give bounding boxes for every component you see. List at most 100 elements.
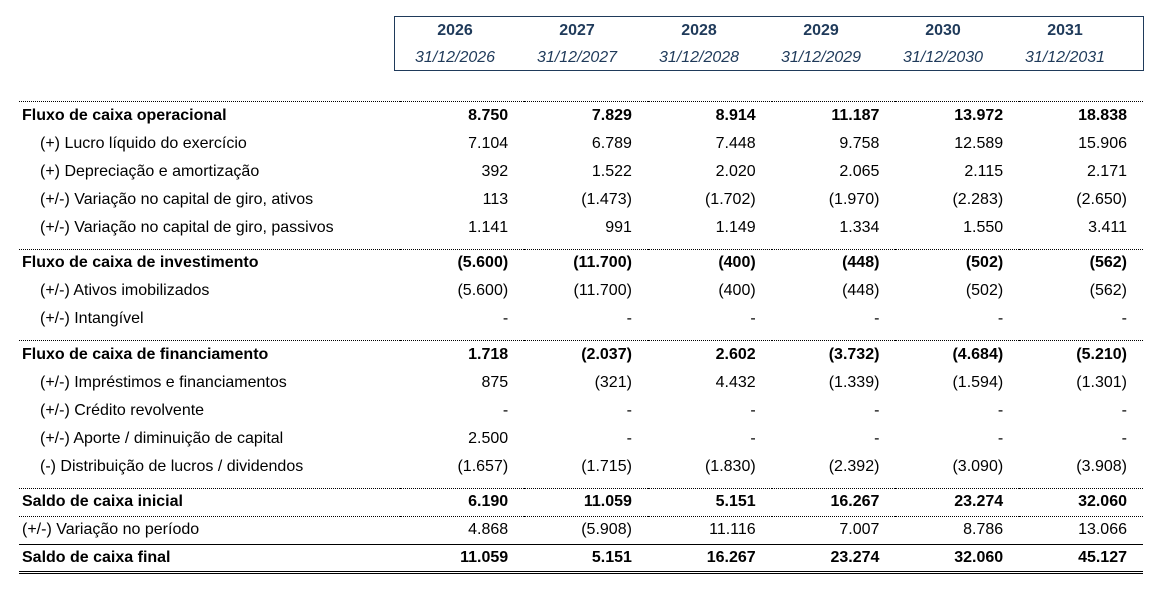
value-cell: 11.059 <box>400 543 525 574</box>
value-cell: 2.602 <box>647 340 772 369</box>
value-cell: - <box>626 401 632 419</box>
row-label: (+/-) Variação no período <box>19 515 401 544</box>
value-cell: 991 <box>605 218 632 236</box>
value-cell: (3.090) <box>952 457 1004 475</box>
value-cell: - <box>874 401 880 419</box>
value-cell: - <box>626 310 632 327</box>
value-cell: (400) <box>647 248 772 277</box>
row-financing-cash-flow: Fluxo de caixa de financiamento 1.718 (2.0… <box>19 340 1143 369</box>
value-cell: 8.914 <box>647 101 772 130</box>
value-cell: - <box>502 310 509 327</box>
value-cell: 113 <box>482 190 509 208</box>
value-cell: (448) <box>842 282 880 299</box>
value-cell: 13.972 <box>895 101 1020 130</box>
value-cell: 4.868 <box>400 515 525 544</box>
year-header-2026: 2026 <box>437 22 473 39</box>
value-cell: 11.059 <box>524 487 648 516</box>
value-cell: 1.149 <box>715 218 756 236</box>
value-cell: 1.334 <box>839 218 880 236</box>
value-cell: 11.187 <box>771 101 896 130</box>
value-cell: 7.104 <box>468 134 509 152</box>
row-label: (+/-) Intangível <box>40 310 144 327</box>
value-cell: - <box>1121 401 1127 419</box>
row-period-change: (+/-) Variação no período 4.868 (5.908) 11.… <box>19 515 1143 544</box>
value-cell: 5.151 <box>524 543 648 574</box>
year-header-2029: 2029 <box>803 22 839 39</box>
value-cell: - <box>874 310 880 327</box>
row-label: (+/-) Aporte / diminuição de capital <box>40 429 284 447</box>
value-cell: (1.594) <box>952 373 1004 391</box>
value-cell: (5.600) <box>400 248 525 277</box>
value-cell: (11.700) <box>573 282 632 299</box>
value-cell: 45.127 <box>1019 543 1143 574</box>
value-cell: 1.550 <box>963 218 1004 236</box>
value-cell: (3.732) <box>771 340 896 369</box>
row-closing-balance: Saldo de caixa final 11.059 5.151 16.267 23.… <box>19 543 1143 574</box>
value-cell: (5.210) <box>1019 340 1143 369</box>
value-cell: 15.906 <box>1078 134 1127 152</box>
row-label: (-) Distribuição de lucros / dividendos <box>40 457 304 475</box>
row-label: Fluxo de caixa de financiamento <box>19 340 401 369</box>
value-cell: (5.600) <box>457 282 509 299</box>
row-label: (+/-) Variação no capital de giro, ativo… <box>40 190 314 208</box>
row-net-income: (+) Lucro líquido do exercício 7.104 6.789… <box>19 130 1143 158</box>
value-cell: (5.908) <box>524 515 648 544</box>
value-cell: 1.718 <box>400 340 525 369</box>
value-cell: - <box>626 429 632 447</box>
value-cell: - <box>997 310 1004 327</box>
value-cell: 23.274 <box>895 487 1020 516</box>
date-header-2027: 31/12/2027 <box>536 49 618 66</box>
value-cell: 23.274 <box>771 543 896 574</box>
value-cell: 16.267 <box>771 487 896 516</box>
value-cell: 2.500 <box>468 429 509 447</box>
row-intangible: (+/-) Intangível - - - - - - <box>19 305 1143 333</box>
value-cell: 1.522 <box>591 162 632 180</box>
date-header-2029: 31/12/2029 <box>780 49 862 66</box>
value-cell: - <box>1121 429 1127 447</box>
value-cell: (400) <box>718 282 756 299</box>
value-cell: 13.066 <box>1019 515 1143 544</box>
value-cell: 875 <box>481 373 509 391</box>
row-revolving-credit: (+/-) Crédito revolvente - - - - - - <box>19 397 1143 425</box>
value-cell: 32.060 <box>895 543 1020 574</box>
row-label: (+/-) Impréstimos e financiamentos <box>40 373 287 391</box>
value-cell: (1.657) <box>457 457 509 475</box>
row-dividends: (-) Distribuição de lucros / dividendos (… <box>19 453 1143 481</box>
value-cell: 392 <box>481 162 509 180</box>
row-capital-contribution: (+/-) Aporte / diminuição de capital 2.50… <box>19 425 1143 453</box>
row-operating-cash-flow: Fluxo de caixa operacional 8.750 7.829 8.91… <box>19 101 1143 130</box>
value-cell: (1.339) <box>828 373 880 391</box>
year-header-2027: 2027 <box>559 22 595 39</box>
value-cell: 2.020 <box>715 162 756 180</box>
value-cell: (1.702) <box>704 190 756 208</box>
year-header-2031: 2031 <box>1047 22 1083 39</box>
value-cell: 4.432 <box>715 373 756 391</box>
value-cell: 3.411 <box>1088 218 1127 236</box>
value-cell: 32.060 <box>1019 487 1143 516</box>
date-header-2026: 31/12/2026 <box>414 49 496 66</box>
value-cell: 7.829 <box>524 101 648 130</box>
value-cell: 11.116 <box>647 515 772 544</box>
value-cell: (2.283) <box>952 190 1004 208</box>
row-label: (+/-) Variação no capital de giro, passi… <box>40 218 334 236</box>
value-cell: - <box>750 310 756 327</box>
row-opening-balance: Saldo de caixa inicial 6.190 11.059 5.151 16… <box>19 487 1143 516</box>
value-cell: (1.301) <box>1076 373 1127 391</box>
row-label: Saldo de caixa inicial <box>19 487 401 516</box>
row-working-capital-assets: (+/-) Variação no capital de giro, ativo… <box>19 186 1143 214</box>
value-cell: - <box>502 401 509 419</box>
cash-flow-table: Fluxo de caixa operacional 8.750 7.829 8.91… <box>19 101 1143 574</box>
row-working-capital-liabilities: (+/-) Variação no capital de giro, passi… <box>19 214 1143 242</box>
value-cell: 2.115 <box>964 162 1004 180</box>
row-loans: (+/-) Impréstimos e financiamentos 875 (32… <box>19 369 1143 397</box>
value-cell: 12.589 <box>954 134 1004 152</box>
value-cell: (1.970) <box>828 190 880 208</box>
value-cell: (448) <box>771 248 896 277</box>
row-label: Fluxo de caixa de investimento <box>19 248 401 277</box>
value-cell: 18.838 <box>1019 101 1143 130</box>
row-label: (+) Lucro líquido do exercício <box>40 134 247 152</box>
value-cell: 7.007 <box>771 515 896 544</box>
value-cell: 2.171 <box>1086 162 1127 180</box>
value-cell: (502) <box>895 248 1020 277</box>
value-cell: 7.448 <box>715 134 756 152</box>
